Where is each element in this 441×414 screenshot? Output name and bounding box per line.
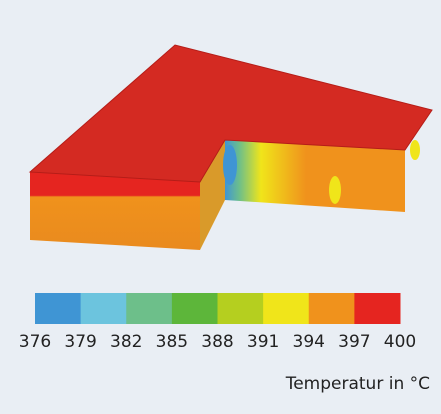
tick-label: 388 (201, 332, 233, 352)
color-segment (263, 293, 310, 324)
notch-face (225, 140, 405, 212)
color-segment (35, 293, 82, 324)
colorbar: 376 379 382 385 388 391 394 397 400 (19, 293, 416, 352)
cold-spot (223, 145, 237, 185)
color-segment (171, 293, 218, 324)
tick-label: 385 (156, 332, 188, 352)
color-segment (80, 293, 127, 324)
color-segment (217, 293, 264, 324)
warm-spot (329, 176, 341, 204)
thermal-model (28, 44, 433, 250)
tick-label: 391 (247, 332, 279, 352)
warm-spot (410, 140, 420, 160)
front-face (30, 172, 200, 250)
tick-label: 379 (64, 332, 96, 352)
tick-label: 400 (384, 332, 416, 352)
tick-label: 397 (338, 332, 370, 352)
color-segment (308, 293, 355, 324)
colorbar-label: Temperatur in °C (285, 374, 430, 394)
color-segment (126, 293, 173, 324)
tick-label: 376 (19, 332, 51, 352)
notch-side (200, 140, 225, 250)
top-face (28, 44, 433, 183)
tick-label: 394 (293, 332, 325, 352)
color-segment (354, 293, 401, 324)
tick-label: 382 (110, 332, 142, 352)
